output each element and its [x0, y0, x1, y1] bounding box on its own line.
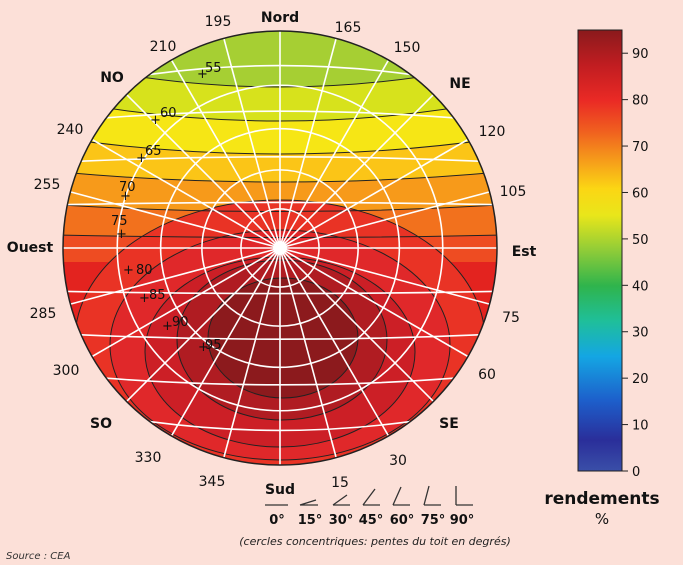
isoline-marker: + [136, 151, 147, 166]
azimuth-label: 105 [500, 184, 527, 200]
isoline-label: 70 [119, 180, 136, 195]
slope-label: 45° [359, 513, 384, 528]
label-so: SO [90, 416, 112, 432]
slope-arc [67, 290, 493, 295]
label-south: Sud [265, 482, 295, 498]
isoline-label: 60 [160, 106, 177, 121]
colorbar-tick-label: 20 [632, 372, 649, 387]
colorbar-tick-label: 30 [632, 326, 649, 341]
label-west: Ouest [7, 240, 54, 256]
colorbar-ticks: 90 80 70 60 50 40 30 20 10 0 [622, 47, 649, 480]
colorbar-tick-label: 10 [632, 419, 649, 434]
slope-arc [149, 64, 411, 76]
azimuth-label: 255 [34, 177, 61, 193]
colorbar-tick-label: 60 [632, 186, 649, 201]
isoline-marker: + [123, 263, 134, 278]
label-se: SE [439, 416, 459, 432]
colorbar-tick-label: 40 [632, 279, 649, 294]
isoline-label: 90 [172, 315, 189, 330]
slope-label: 0° [269, 513, 285, 528]
slope-legend-labels: 0° 15° 30° 45° 60° 75° 90° [269, 513, 474, 528]
azimuth-label: 210 [150, 39, 177, 55]
slope-label: 15° [298, 513, 323, 528]
colorbar-title: rendements [544, 489, 659, 509]
label-ne: NE [449, 76, 470, 92]
label-north: Nord [261, 10, 299, 26]
azimuth-label: 285 [30, 306, 57, 322]
colorbar-tick-label: 80 [632, 94, 649, 109]
azimuth-label: 300 [53, 363, 80, 379]
slope-label: 90° [450, 513, 475, 528]
slope-label: 30° [329, 513, 354, 528]
slope-caption: (cercles concentriques: pentes du toit e… [239, 535, 510, 548]
azimuth-label: 150 [394, 40, 421, 56]
isoline-marker: + [116, 227, 127, 242]
slope-arc [81, 156, 479, 162]
isoline-marker: + [198, 340, 209, 355]
isoline-label: 55 [205, 61, 222, 76]
slope-label: 60° [390, 513, 415, 528]
isoline-label: 80 [136, 263, 153, 278]
slope-ring [201, 169, 359, 327]
zenith-point [273, 241, 287, 255]
colorbar-unit: % [595, 510, 609, 528]
isoline-marker: + [197, 67, 208, 82]
isoline-label: 95 [205, 338, 222, 353]
isoline-marker: + [139, 291, 150, 306]
azimuth-label: 345 [199, 474, 226, 490]
slope-arc [106, 110, 454, 119]
azimuth-labels: 195 165 210 150 240 120 255 105 285 75 3… [30, 14, 527, 491]
label-east: Est [512, 244, 537, 260]
slope-icon-30 [332, 494, 350, 506]
isoline-labels: + 55 + 60 + 65 + 70 + 75 + 80 + 85 + 90 … [111, 61, 222, 355]
isoline-marker: + [120, 189, 131, 204]
azimuth-label: 75 [502, 310, 520, 326]
azimuth-label: 195 [205, 14, 232, 30]
slope-arc [81, 334, 479, 340]
slope-icon-60 [392, 486, 410, 506]
isoline-label: 75 [111, 214, 128, 229]
slope-arc [106, 377, 454, 386]
isoline-label: 65 [145, 144, 162, 159]
isoline-label: 85 [149, 288, 166, 303]
azimuth-label: 120 [479, 124, 506, 140]
label-no: NO [100, 70, 124, 86]
colorbar [577, 29, 623, 472]
azimuth-label: 30 [389, 453, 407, 469]
azimuth-label: 240 [57, 122, 84, 138]
colorbar-tick-label: 90 [632, 47, 649, 62]
slope-ring [240, 208, 320, 288]
slope-icon-15 [299, 499, 318, 506]
isoline-marker: + [162, 319, 173, 334]
colorbar-tick-label: 70 [632, 140, 649, 155]
slope-icon-75 [423, 485, 441, 506]
slope-ring [159, 127, 401, 369]
slope-ring [116, 84, 444, 412]
slope-icon-45 [362, 488, 380, 506]
azimuth-label: 330 [135, 450, 162, 466]
isoline-marker: + [150, 113, 161, 128]
colorbar-tick-label: 0 [632, 465, 640, 480]
azimuth-label: 15 [331, 475, 349, 491]
azimuth-label: 165 [335, 20, 362, 36]
slope-arc [67, 201, 493, 206]
slope-label: 75° [421, 513, 446, 528]
azimuth-label: 60 [478, 367, 496, 383]
slope-legend-icons [265, 485, 473, 506]
slope-icon-90 [455, 486, 473, 506]
horizon-circle [62, 30, 498, 466]
source-note: Source : CEA [6, 551, 71, 562]
colorbar-tick-label: 50 [632, 233, 649, 248]
slope-arc [149, 420, 411, 432]
